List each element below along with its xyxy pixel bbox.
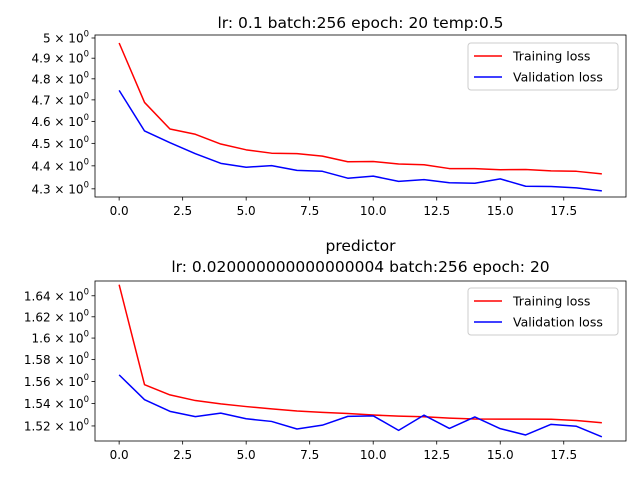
- y-tick-label: 1.64 × 100: [24, 287, 89, 303]
- series-line-validation-loss: [118, 374, 603, 438]
- x-tick-label: 17.5: [550, 204, 577, 218]
- legend-box: [467, 287, 619, 336]
- axes-frame: [94, 280, 627, 442]
- x-tick-label: 2.5: [173, 448, 192, 462]
- series-line-validation-loss: [118, 89, 602, 192]
- x-tick-label: 12.5: [423, 204, 450, 218]
- legend: Training loss Validation loss: [467, 42, 619, 91]
- x-tick-label: 10.0: [360, 448, 387, 462]
- x-tick-label: 12.5: [423, 448, 450, 462]
- chart-title: lr: 0.1 batch:256 epoch: 20 temp:0.5: [217, 14, 503, 32]
- y-tick-label: 1.52 × 100: [24, 417, 89, 433]
- y-tick-label: 1.62 × 100: [24, 308, 89, 324]
- y-tick-label: 4.4 × 100: [32, 157, 89, 173]
- chart-panel-top: lr: 0.1 batch:256 epoch: 20 temp:0.5 5 × …: [32, 14, 627, 218]
- x-tick-label: 15.0: [487, 204, 514, 218]
- x-tick-label: 10.0: [360, 204, 387, 218]
- y-tick-label: 1.6 × 100: [32, 330, 89, 346]
- x-tick-label: 5.0: [237, 204, 256, 218]
- y-tick-label: 4.6 × 100: [32, 113, 89, 129]
- chart-subtitle: lr: 0.020000000000000004 batch:256 epoch…: [171, 258, 549, 276]
- legend-label: Training loss: [512, 294, 590, 309]
- y-tick-label: 4.5 × 100: [32, 135, 89, 151]
- legend: Training loss Validation loss: [467, 287, 619, 336]
- x-tick-label: 15.0: [487, 448, 514, 462]
- x-tick-label: 7.5: [300, 448, 319, 462]
- x-tick-label: 0.0: [110, 448, 129, 462]
- series-line-training-loss: [118, 42, 602, 175]
- legend-label: Validation loss: [513, 70, 603, 85]
- y-tick-label: 4.8 × 100: [32, 70, 89, 86]
- x-tick-label: 7.5: [300, 204, 319, 218]
- legend-label: Training loss: [512, 49, 590, 64]
- legend-box: [467, 42, 619, 91]
- series-line-training-loss: [118, 284, 602, 424]
- y-tick-label: 1.54 × 100: [24, 395, 89, 411]
- legend-label: Validation loss: [513, 315, 603, 330]
- x-tick-label: 5.0: [237, 448, 256, 462]
- x-tick-label: 17.5: [550, 448, 577, 462]
- chart-title: predictor: [325, 237, 396, 255]
- y-tick-label: 4.3 × 100: [32, 180, 89, 196]
- x-tick-label: 2.5: [173, 204, 192, 218]
- y-tick-label: 1.58 × 100: [24, 351, 89, 367]
- y-tick-label: 1.56 × 100: [24, 373, 89, 389]
- chart-panel-bottom: predictor lr: 0.020000000000000004 batch:…: [24, 237, 627, 462]
- y-tick-label: 5 × 100: [43, 29, 89, 45]
- x-tick-label: 0.0: [110, 204, 129, 218]
- y-tick-label: 4.9 × 100: [32, 50, 89, 66]
- axes-frame: [94, 34, 627, 198]
- y-tick-label: 4.7 × 100: [32, 91, 89, 107]
